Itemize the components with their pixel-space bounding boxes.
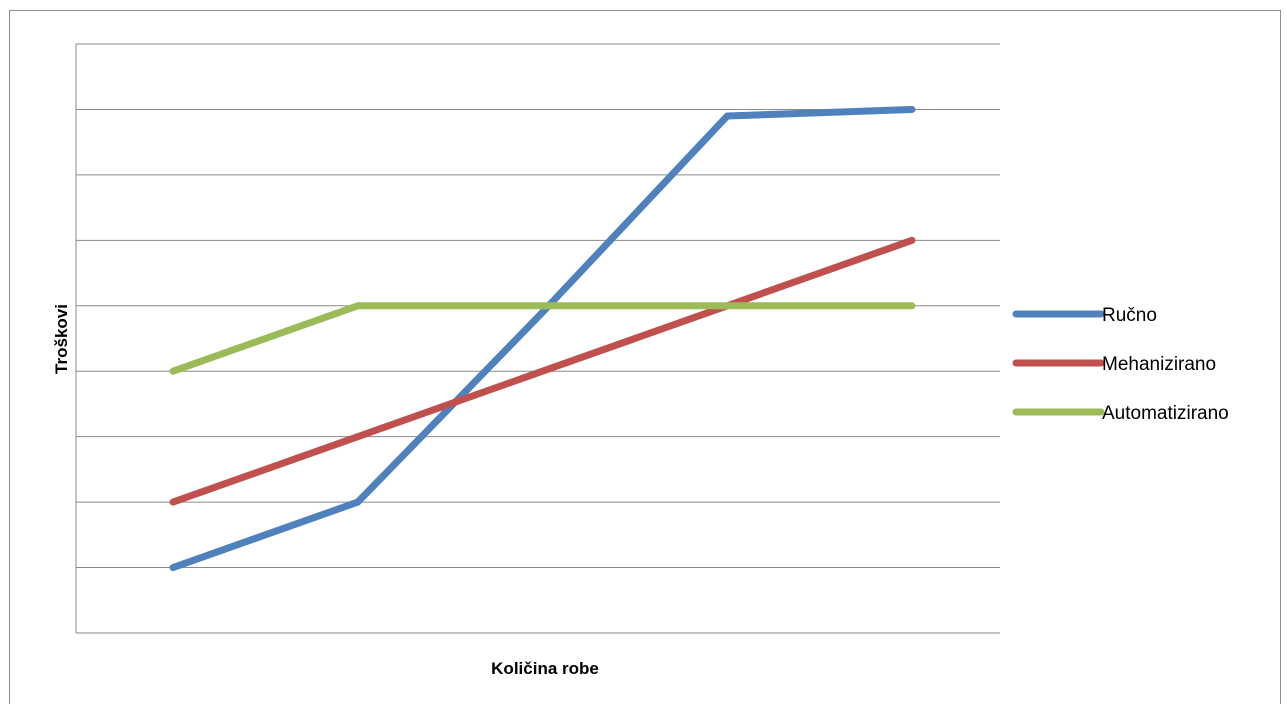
- y-axis-title: Troškovi: [52, 304, 71, 374]
- series-line-1: [169, 105, 916, 572]
- line-chart: Troškovi Količina robe Ručno Mehanizirano…: [52, 43, 1229, 678]
- series-lines: [169, 105, 916, 572]
- series-line-2: [169, 236, 916, 506]
- legend: Ručno Mehanizirano Automatizirano: [1012, 305, 1229, 424]
- legend-label-2: Mehanizirano: [1102, 354, 1216, 375]
- series-line-3: [169, 302, 916, 375]
- chart-frame: Troškovi Količina robe Ručno Mehanizirano…: [9, 10, 1281, 704]
- gridlines: [75, 43, 1000, 634]
- legend-label-3: Automatizirano: [1102, 403, 1229, 424]
- legend-label-1: Ručno: [1102, 305, 1157, 326]
- x-axis-title: Količina robe: [491, 659, 599, 678]
